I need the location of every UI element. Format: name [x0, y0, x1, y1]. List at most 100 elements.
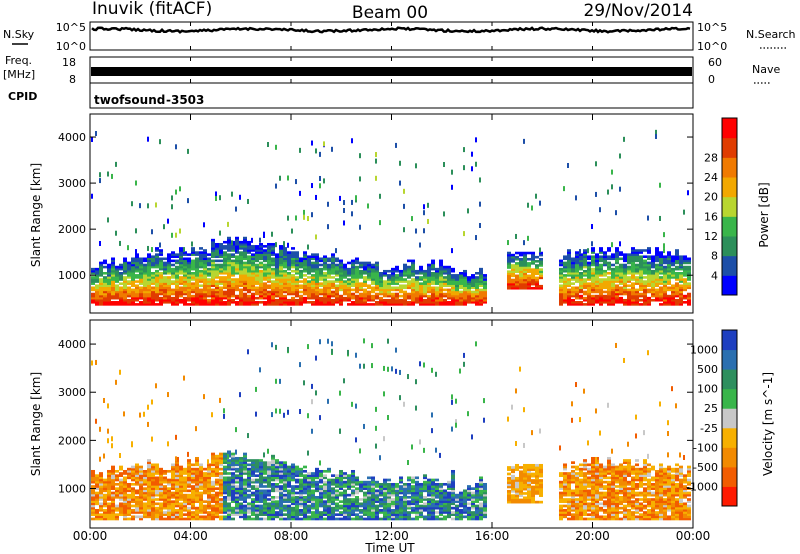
- power-cell: [219, 286, 223, 290]
- power-cell: [167, 255, 171, 258]
- velocity-cell: [331, 511, 335, 514]
- power-cell: [287, 251, 291, 254]
- velocity-cell: [147, 508, 151, 512]
- power-cell: [155, 274, 159, 277]
- velocity-cell: [159, 487, 163, 490]
- velocity-cell: [255, 467, 259, 471]
- power-cell: [619, 269, 623, 273]
- power-cell: [671, 274, 675, 277]
- velocity-cell: [407, 513, 411, 516]
- power-cell: [679, 265, 683, 269]
- power-cell: [679, 298, 683, 302]
- power-cell: [507, 284, 511, 288]
- velocity-cell: [107, 487, 111, 490]
- power-cell: [287, 263, 291, 267]
- power-cell: [679, 292, 683, 296]
- power-cell: [231, 272, 235, 275]
- power-cell: [563, 282, 567, 285]
- power-cell: [183, 263, 187, 267]
- power-cell: [159, 288, 163, 292]
- power-cell: [135, 290, 139, 294]
- power-cell: [239, 298, 243, 302]
- power-cell: [99, 290, 103, 294]
- power-cell: [299, 257, 303, 261]
- velocity-cell: [151, 504, 155, 508]
- velocity-sparse-cell: [307, 450, 309, 456]
- power-cell: [215, 259, 219, 263]
- power-cell: [295, 301, 299, 304]
- power-cell: [231, 274, 235, 277]
- power-cell: [311, 303, 315, 306]
- velocity-cell: [139, 504, 143, 508]
- velocity-cell: [239, 465, 243, 469]
- power-cell: [219, 247, 223, 250]
- power-cell: [427, 276, 431, 279]
- power-cell: [203, 294, 207, 298]
- power-sparse-cell: [479, 177, 481, 183]
- velocity-cell: [255, 465, 259, 469]
- power-cell: [563, 255, 567, 258]
- power-cell: [135, 286, 139, 290]
- power-cell: [215, 245, 219, 248]
- velocity-cell: [99, 487, 103, 490]
- velocity-cell: [195, 487, 199, 490]
- velocity-cell: [263, 489, 267, 493]
- velocity-cell: [351, 469, 355, 473]
- velocity-cell: [167, 504, 171, 508]
- power-cell: [247, 278, 251, 281]
- velocity-cell: [279, 469, 283, 473]
- velocity-sparse-cell: [371, 363, 373, 369]
- power-cell: [351, 284, 355, 288]
- velocity-cell: [267, 476, 271, 480]
- velocity-cell: [227, 506, 231, 510]
- power-cell: [107, 296, 111, 300]
- power-cell: [579, 257, 583, 261]
- power-cell: [127, 267, 131, 271]
- power-cell: [331, 280, 335, 283]
- power-cell: [275, 257, 279, 261]
- velocity-cell: [271, 511, 275, 514]
- power-sparse-cell: [343, 200, 345, 206]
- power-cell: [387, 274, 391, 277]
- velocity-cell: [219, 478, 223, 482]
- velocity-cell: [355, 506, 359, 510]
- velocity-cell: [195, 461, 199, 464]
- velocity-cell: [135, 474, 139, 477]
- power-cell: [351, 267, 355, 271]
- velocity-cell: [371, 480, 375, 484]
- power-cell: [215, 249, 219, 252]
- power-cell: [463, 288, 467, 292]
- power-cell: [167, 278, 171, 281]
- velocity-cell: [203, 504, 207, 508]
- velocity-cell: [159, 491, 163, 495]
- power-cell: [663, 269, 667, 273]
- power-cell: [111, 261, 115, 265]
- velocity-cell: [195, 517, 199, 521]
- power-cell: [151, 296, 155, 300]
- power-cell: [271, 303, 275, 306]
- velocity-cell: [159, 513, 163, 516]
- power-cell: [307, 296, 311, 300]
- power-cell: [439, 290, 443, 294]
- velocity-cell: [231, 493, 235, 497]
- velocity-cell: [147, 498, 151, 501]
- power-cell: [183, 276, 187, 279]
- power-cell: [243, 257, 247, 261]
- power-cell: [323, 255, 327, 258]
- velocity-sparse-cell: [383, 365, 385, 371]
- velocity-cell: [187, 485, 191, 488]
- velocity-cell: [271, 495, 275, 499]
- power-cell: [471, 301, 475, 304]
- power-cell: [515, 262, 519, 265]
- power-cell: [675, 282, 679, 285]
- power-cell: [427, 278, 431, 281]
- power-cell: [259, 272, 263, 275]
- velocity-cell: [187, 465, 191, 469]
- velocity-cell: [123, 489, 127, 493]
- power-sparse-cell: [375, 158, 377, 164]
- power-cell: [571, 274, 575, 277]
- power-cell: [99, 298, 103, 302]
- velocity-cell: [331, 493, 335, 497]
- power-cell: [375, 303, 379, 306]
- power-cell: [223, 296, 227, 300]
